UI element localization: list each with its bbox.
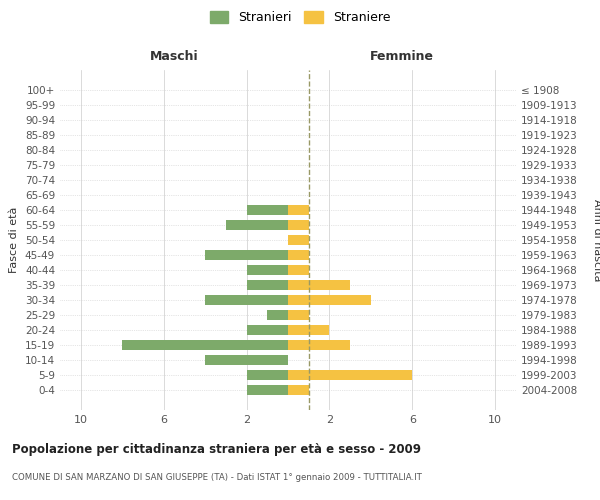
Bar <box>288 370 412 380</box>
Bar <box>247 325 288 334</box>
Text: Popolazione per cittadinanza straniera per età e sesso - 2009: Popolazione per cittadinanza straniera p… <box>12 442 421 456</box>
Bar <box>226 220 288 230</box>
Bar <box>288 295 371 304</box>
Bar <box>288 385 309 394</box>
Bar <box>288 310 309 320</box>
Bar <box>288 325 329 334</box>
Bar <box>122 340 288 349</box>
Bar <box>288 205 309 215</box>
Text: Femmine: Femmine <box>370 50 434 62</box>
Bar <box>205 250 288 260</box>
Y-axis label: Anni di nascita: Anni di nascita <box>592 198 600 281</box>
Text: COMUNE DI SAN MARZANO DI SAN GIUSEPPE (TA) - Dati ISTAT 1° gennaio 2009 - TUTTIT: COMUNE DI SAN MARZANO DI SAN GIUSEPPE (T… <box>12 472 422 482</box>
Y-axis label: Fasce di età: Fasce di età <box>10 207 19 273</box>
Bar <box>247 385 288 394</box>
Bar <box>288 250 309 260</box>
Legend: Stranieri, Straniere: Stranieri, Straniere <box>205 6 395 29</box>
Bar <box>288 265 309 275</box>
Bar <box>247 205 288 215</box>
Bar <box>205 295 288 304</box>
Bar <box>247 265 288 275</box>
Bar <box>288 235 309 245</box>
Bar <box>247 370 288 380</box>
Bar <box>288 220 309 230</box>
Bar <box>267 310 288 320</box>
Bar <box>288 340 350 349</box>
Bar <box>205 355 288 364</box>
Bar <box>247 280 288 290</box>
Text: Maschi: Maschi <box>149 50 199 62</box>
Bar <box>288 280 350 290</box>
